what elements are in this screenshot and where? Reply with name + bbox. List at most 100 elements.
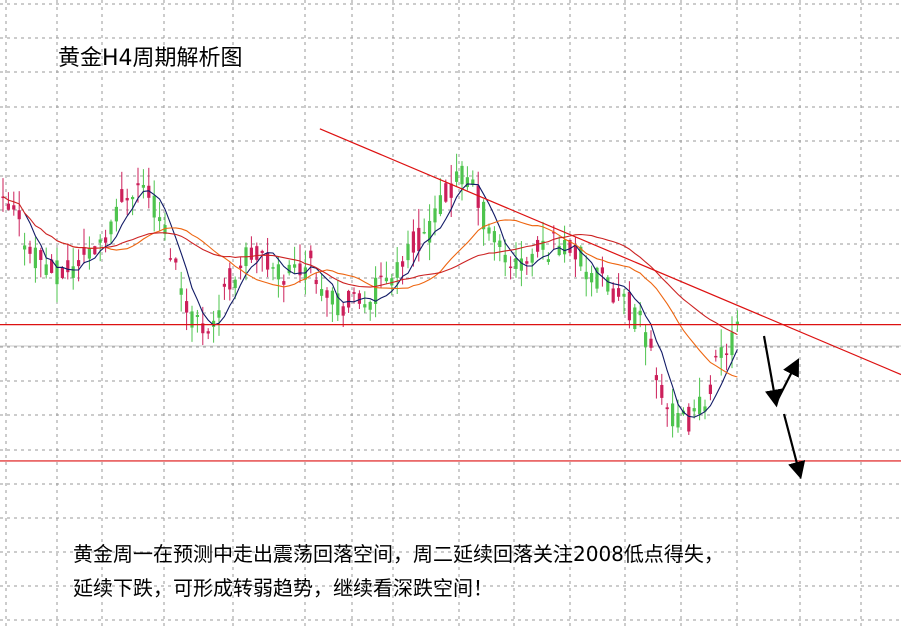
candle-down <box>33 247 37 269</box>
candle-down <box>698 396 702 415</box>
candle-up <box>536 239 540 252</box>
candle-down <box>692 408 696 412</box>
candle-down <box>217 310 221 318</box>
candle-down <box>482 201 486 230</box>
candle-down <box>676 413 680 428</box>
candle-down <box>519 258 523 271</box>
analysis-text: 黄金周一在预测中走出震荡回落空间，周二延续回落关注2008低点得失， 延续下跌，… <box>73 537 893 605</box>
candle-down <box>530 253 534 263</box>
candle-up <box>104 237 108 243</box>
candle-up <box>654 375 658 381</box>
candle-down <box>433 208 437 223</box>
candle-down <box>671 403 675 427</box>
candle-up <box>357 293 361 304</box>
candle-down <box>141 184 145 188</box>
candle-down <box>336 293 340 316</box>
candle-down <box>730 332 734 356</box>
candle-down <box>384 278 388 282</box>
candle-up <box>309 250 313 259</box>
candle-up <box>260 250 264 253</box>
candle-down <box>455 171 459 182</box>
candle-up <box>77 260 81 267</box>
candle-up <box>298 263 302 276</box>
candle-down <box>633 307 637 329</box>
candle-down <box>71 266 75 278</box>
trend-and-support-lines <box>0 128 901 462</box>
candle-up <box>6 203 10 210</box>
analysis-line-1: 黄金周一在预测中走出震荡回落空间，周二延续回落关注2008低点得失， <box>73 542 724 566</box>
candle-down <box>158 217 162 222</box>
candle-up <box>93 246 97 255</box>
candle-down <box>438 195 442 215</box>
candle-down <box>390 278 394 286</box>
candle-up <box>147 185 151 198</box>
candle-down <box>109 221 113 235</box>
candle-down <box>212 320 216 327</box>
candle-down <box>320 289 324 296</box>
candle-down <box>422 231 426 234</box>
candle-down <box>563 239 567 255</box>
candle-up <box>201 323 205 334</box>
candle-up <box>649 338 653 348</box>
candle-up <box>725 353 729 356</box>
candle-down <box>293 264 297 268</box>
candle-up <box>12 205 16 210</box>
candle-down <box>87 248 91 259</box>
candle-up <box>611 288 615 303</box>
candle-up <box>341 306 345 316</box>
forecast-arrow <box>762 335 783 408</box>
candle-down <box>179 288 183 295</box>
forecast-arrow <box>775 358 800 404</box>
candle-down <box>276 264 280 280</box>
analysis-line-2: 延续下跌，可形成转弱趋势，继续看深跌空间！ <box>73 576 493 600</box>
candle-down <box>363 304 367 308</box>
chart-title: 黄金H4周期解析图 <box>58 46 243 71</box>
candle-down <box>406 244 410 261</box>
candle-up <box>687 406 691 432</box>
candle-down <box>487 227 491 234</box>
candle-down <box>644 332 648 347</box>
forecast-arrows <box>762 335 806 480</box>
candle-down <box>557 245 561 256</box>
candle-up <box>417 227 421 252</box>
candle-up <box>50 259 54 273</box>
candle-up <box>249 247 253 260</box>
candle-up <box>617 288 621 297</box>
candle-up <box>168 258 172 260</box>
candle-up <box>28 246 32 254</box>
candle-up <box>136 183 140 186</box>
candle-down <box>190 311 194 328</box>
candle-up <box>185 301 189 313</box>
candle-up <box>449 183 453 198</box>
candle-down <box>374 277 378 304</box>
candle-down <box>584 271 588 280</box>
forecast-arrow <box>782 413 806 480</box>
candle-down <box>233 279 237 289</box>
candle-down <box>271 267 275 269</box>
candle-down <box>703 406 707 412</box>
candle-up <box>1 196 5 199</box>
candle-up <box>82 247 86 255</box>
candle-up <box>120 189 124 202</box>
candle-down <box>55 260 59 285</box>
ma-mid-line <box>2 196 738 336</box>
candle-down <box>595 267 599 289</box>
candle-up <box>525 261 529 264</box>
candle-up <box>222 283 226 287</box>
candle-down <box>590 273 594 283</box>
candle-down <box>638 310 642 316</box>
candle-down <box>622 293 626 297</box>
candle-up <box>17 210 21 220</box>
candle-down <box>395 262 399 278</box>
candle-down <box>131 196 135 200</box>
candle-up <box>573 244 577 260</box>
candle-down <box>44 264 48 275</box>
candlestick-series <box>1 153 739 438</box>
candle-up <box>379 275 383 278</box>
candle-down <box>606 277 610 292</box>
candle-down <box>503 254 507 263</box>
candle-up <box>660 384 664 398</box>
candle-up <box>401 261 405 267</box>
